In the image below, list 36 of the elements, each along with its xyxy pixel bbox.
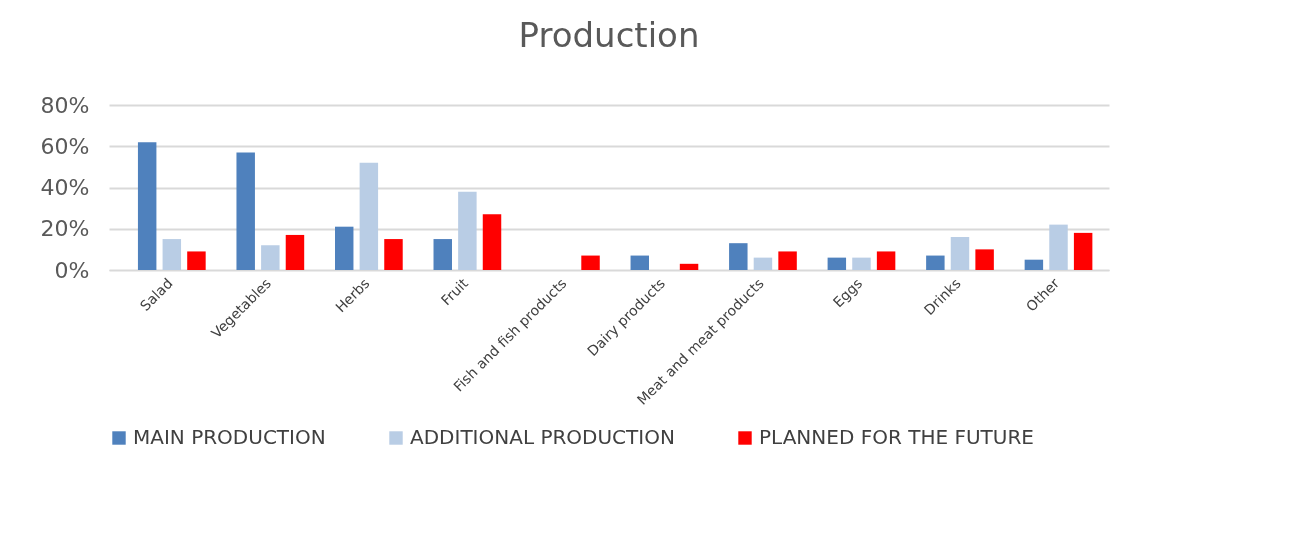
legend-label: MAIN PRODUCTION bbox=[133, 425, 326, 449]
bar bbox=[778, 251, 797, 270]
y-tick-label: 80% bbox=[40, 92, 90, 118]
bar bbox=[975, 249, 994, 270]
bar bbox=[1024, 259, 1044, 270]
bar bbox=[187, 251, 206, 270]
bar bbox=[852, 257, 871, 270]
bar bbox=[926, 255, 945, 270]
bar bbox=[482, 214, 502, 270]
bar bbox=[433, 239, 452, 270]
bar bbox=[162, 239, 182, 270]
bar bbox=[359, 162, 379, 270]
bar bbox=[581, 255, 600, 270]
bar bbox=[384, 239, 403, 270]
bar bbox=[236, 152, 255, 270]
bar bbox=[1049, 224, 1068, 270]
bar bbox=[679, 263, 699, 270]
y-tick-label: 60% bbox=[40, 133, 90, 159]
legend-label: PLANNED FOR THE FUTURE bbox=[759, 425, 1034, 449]
bar bbox=[1073, 232, 1093, 270]
bar bbox=[729, 243, 748, 270]
bar bbox=[261, 245, 280, 270]
bar bbox=[876, 251, 896, 270]
y-tick-label: 20% bbox=[40, 216, 90, 242]
bar bbox=[458, 191, 477, 270]
bar bbox=[950, 237, 970, 270]
bar bbox=[753, 257, 773, 270]
bar bbox=[630, 255, 650, 270]
legend-label: ADDITIONAL PRODUCTION bbox=[410, 425, 675, 449]
bar bbox=[137, 142, 157, 270]
y-tick-label: 0% bbox=[54, 257, 90, 283]
bar bbox=[827, 257, 847, 270]
y-tick-label: 40% bbox=[40, 175, 90, 200]
bar bbox=[285, 234, 305, 270]
bar bbox=[334, 226, 354, 270]
chart-title: Production bbox=[518, 15, 700, 55]
